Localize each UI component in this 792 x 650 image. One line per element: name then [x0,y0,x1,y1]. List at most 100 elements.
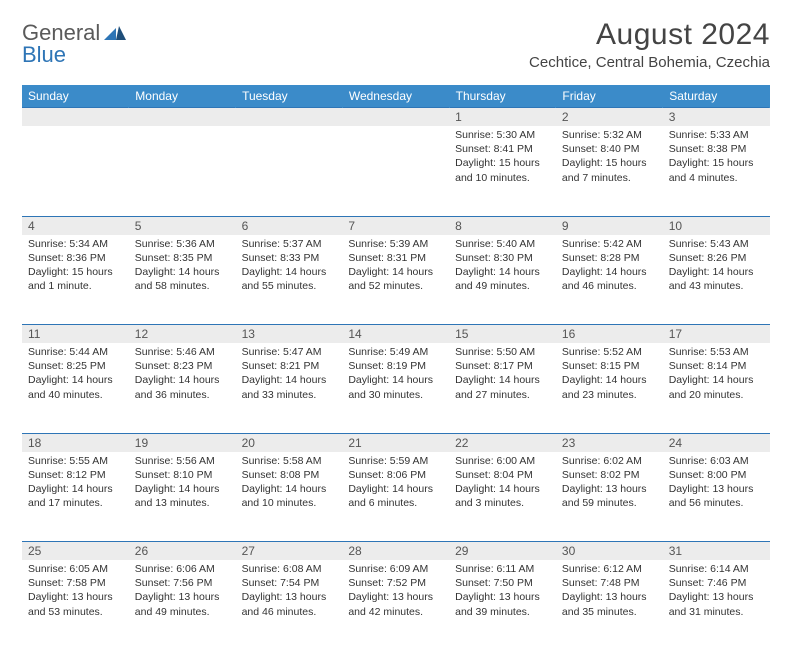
daynum-row: 18192021222324 [22,433,770,452]
daylight-line1: Daylight: 14 hours [669,265,764,279]
logo-word2: Blue [22,42,66,67]
daylight-line1: Daylight: 15 hours [669,156,764,170]
day-cell: Sunrise: 6:03 AMSunset: 8:00 PMDaylight:… [663,452,770,542]
day-number-cell: 2 [556,108,663,127]
sunset-text: Sunset: 8:30 PM [455,251,550,265]
daylight-line1: Daylight: 13 hours [562,482,657,496]
daylight-line2: and 23 minutes. [562,388,657,402]
day-cell [22,126,129,216]
sunset-text: Sunset: 7:50 PM [455,576,550,590]
sunset-text: Sunset: 7:56 PM [135,576,230,590]
sunset-text: Sunset: 8:12 PM [28,468,123,482]
day-number: 23 [556,434,663,452]
daylight-line1: Daylight: 13 hours [669,590,764,604]
day-number: 27 [236,542,343,560]
day-cell: Sunrise: 5:34 AMSunset: 8:36 PMDaylight:… [22,235,129,325]
sunset-text: Sunset: 8:38 PM [669,142,764,156]
day-content: Sunrise: 6:06 AMSunset: 7:56 PMDaylight:… [129,560,236,623]
day-content: Sunrise: 6:14 AMSunset: 7:46 PMDaylight:… [663,560,770,623]
day-number-cell: 27 [236,542,343,561]
sunrise-text: Sunrise: 5:44 AM [28,345,123,359]
day-number: 6 [236,217,343,235]
daylight-line1: Daylight: 14 hours [348,482,443,496]
sunrise-text: Sunrise: 5:49 AM [348,345,443,359]
daylight-line2: and 56 minutes. [669,496,764,510]
daylight-line1: Daylight: 14 hours [135,482,230,496]
day-number: 16 [556,325,663,343]
day-content: Sunrise: 5:37 AMSunset: 8:33 PMDaylight:… [236,235,343,298]
daylight-line2: and 17 minutes. [28,496,123,510]
day-number: 4 [22,217,129,235]
sunset-text: Sunset: 8:15 PM [562,359,657,373]
weekday-header: Monday [129,85,236,108]
day-number-cell: 23 [556,433,663,452]
day-content: Sunrise: 5:59 AMSunset: 8:06 PMDaylight:… [342,452,449,515]
sunrise-text: Sunrise: 5:53 AM [669,345,764,359]
sunrise-text: Sunrise: 6:05 AM [28,562,123,576]
day-cell: Sunrise: 6:12 AMSunset: 7:48 PMDaylight:… [556,560,663,650]
week-row: Sunrise: 5:30 AMSunset: 8:41 PMDaylight:… [22,126,770,216]
sunrise-text: Sunrise: 5:46 AM [135,345,230,359]
day-cell: Sunrise: 5:40 AMSunset: 8:30 PMDaylight:… [449,235,556,325]
daylight-line1: Daylight: 14 hours [135,265,230,279]
day-cell: Sunrise: 6:06 AMSunset: 7:56 PMDaylight:… [129,560,236,650]
day-content: Sunrise: 5:43 AMSunset: 8:26 PMDaylight:… [663,235,770,298]
sunrise-text: Sunrise: 5:32 AM [562,128,657,142]
sunrise-text: Sunrise: 5:55 AM [28,454,123,468]
day-number: 21 [342,434,449,452]
day-content [342,126,449,132]
sunset-text: Sunset: 8:04 PM [455,468,550,482]
day-content: Sunrise: 5:42 AMSunset: 8:28 PMDaylight:… [556,235,663,298]
day-content: Sunrise: 6:11 AMSunset: 7:50 PMDaylight:… [449,560,556,623]
day-content: Sunrise: 5:56 AMSunset: 8:10 PMDaylight:… [129,452,236,515]
page-title: August 2024 [529,18,770,52]
day-content: Sunrise: 5:44 AMSunset: 8:25 PMDaylight:… [22,343,129,406]
day-number-cell: 12 [129,325,236,344]
day-number: 3 [663,108,770,126]
week-row: Sunrise: 6:05 AMSunset: 7:58 PMDaylight:… [22,560,770,650]
sunset-text: Sunset: 7:46 PM [669,576,764,590]
day-number-cell: 31 [663,542,770,561]
day-number: 18 [22,434,129,452]
day-cell: Sunrise: 6:09 AMSunset: 7:52 PMDaylight:… [342,560,449,650]
sunset-text: Sunset: 8:25 PM [28,359,123,373]
day-number-cell: 13 [236,325,343,344]
day-number: 9 [556,217,663,235]
sunset-text: Sunset: 8:19 PM [348,359,443,373]
daylight-line1: Daylight: 14 hours [348,373,443,387]
sunrise-text: Sunrise: 6:12 AM [562,562,657,576]
day-cell [236,126,343,216]
daynum-row: 45678910 [22,216,770,235]
sunset-text: Sunset: 8:21 PM [242,359,337,373]
daynum-row: 25262728293031 [22,542,770,561]
day-cell: Sunrise: 5:55 AMSunset: 8:12 PMDaylight:… [22,452,129,542]
sunrise-text: Sunrise: 6:03 AM [669,454,764,468]
day-cell: Sunrise: 5:49 AMSunset: 8:19 PMDaylight:… [342,343,449,433]
day-cell: Sunrise: 5:43 AMSunset: 8:26 PMDaylight:… [663,235,770,325]
weekday-header: Tuesday [236,85,343,108]
day-content: Sunrise: 5:36 AMSunset: 8:35 PMDaylight:… [129,235,236,298]
day-cell [342,126,449,216]
sunset-text: Sunset: 8:33 PM [242,251,337,265]
daylight-line2: and 36 minutes. [135,388,230,402]
daylight-line2: and 6 minutes. [348,496,443,510]
day-cell [129,126,236,216]
day-content: Sunrise: 5:32 AMSunset: 8:40 PMDaylight:… [556,126,663,189]
day-content [22,126,129,132]
daylight-line2: and 20 minutes. [669,388,764,402]
sunrise-text: Sunrise: 5:43 AM [669,237,764,251]
sunrise-text: Sunrise: 6:00 AM [455,454,550,468]
day-content: Sunrise: 5:40 AMSunset: 8:30 PMDaylight:… [449,235,556,298]
day-number [129,108,236,126]
day-number-cell: 5 [129,216,236,235]
day-cell: Sunrise: 5:30 AMSunset: 8:41 PMDaylight:… [449,126,556,216]
day-cell: Sunrise: 5:33 AMSunset: 8:38 PMDaylight:… [663,126,770,216]
daylight-line2: and 40 minutes. [28,388,123,402]
day-cell: Sunrise: 6:02 AMSunset: 8:02 PMDaylight:… [556,452,663,542]
day-number-cell: 6 [236,216,343,235]
sunset-text: Sunset: 8:26 PM [669,251,764,265]
week-row: Sunrise: 5:44 AMSunset: 8:25 PM Daylight:… [22,343,770,433]
day-number-cell: 16 [556,325,663,344]
sunrise-text: Sunrise: 5:30 AM [455,128,550,142]
day-content: Sunrise: 5:58 AMSunset: 8:08 PMDaylight:… [236,452,343,515]
